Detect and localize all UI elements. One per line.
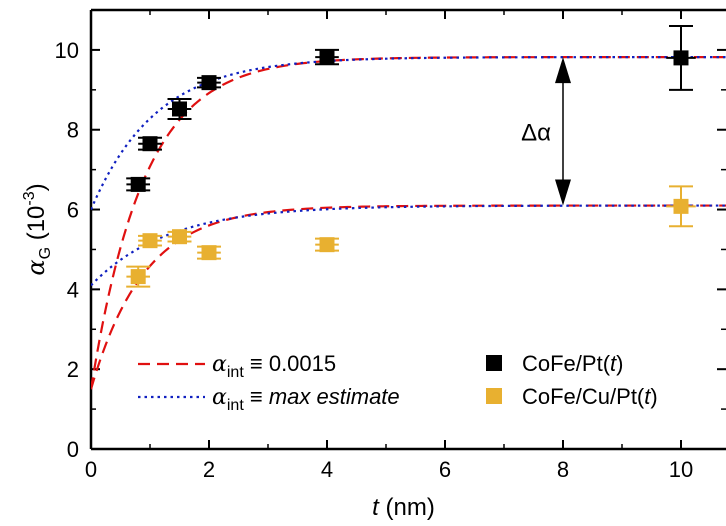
delta-alpha-annotation: Δα	[521, 57, 571, 206]
y-tick-label: 6	[67, 198, 79, 223]
y-tick-label: 2	[67, 357, 79, 382]
series-legend-label: CoFe/Pt(t)	[522, 351, 623, 376]
x-tick-label: 8	[557, 457, 569, 482]
x-axis-label: t (nm)	[372, 494, 435, 521]
annotation-label: Δα	[521, 119, 551, 146]
fit-legend-label: αint ≡ 0.0015	[212, 351, 336, 381]
fit-curve-1	[91, 56, 726, 210]
series-0	[126, 24, 696, 192]
marker-square	[319, 237, 335, 253]
x-tick-label: 2	[203, 457, 215, 482]
data-point	[315, 237, 339, 253]
marker-square	[172, 101, 187, 117]
series-legend-swatch	[486, 355, 502, 371]
x-tick-label: 6	[439, 457, 451, 482]
axes: 0 2 4 6 8 10 0 2 4 6 8 10 t (nm) αG (10-3)	[21, 8, 726, 521]
y-tick-label: 8	[67, 118, 79, 143]
fit-legend-entry-0: αint ≡ 0.0015	[138, 351, 336, 381]
data-points	[126, 24, 696, 288]
fit-curve-0	[91, 55, 726, 390]
annotation-arrow-head-up	[555, 57, 571, 84]
fit-legend-label: αint ≡ max estimate	[212, 384, 400, 414]
data-point	[167, 97, 192, 120]
data-point	[315, 48, 339, 66]
y-tick-label: 0	[67, 437, 79, 462]
series-legend-label: CoFe/Cu/Pt(t)	[522, 384, 658, 409]
x-tick-label: 10	[669, 457, 693, 482]
series-1	[126, 185, 696, 288]
marker-square	[130, 269, 146, 285]
marker-square	[673, 198, 689, 214]
data-point	[138, 233, 162, 249]
data-point	[666, 24, 696, 91]
y-tick-label: 4	[67, 277, 79, 302]
marker-square	[142, 233, 158, 249]
data-point	[167, 229, 192, 245]
marker-square	[319, 49, 335, 65]
x-tick-label: 0	[85, 457, 97, 482]
annotation-arrow-head-down	[555, 179, 571, 206]
data-point	[666, 185, 696, 228]
fit-curve-3	[91, 204, 726, 287]
marker-square	[201, 75, 217, 91]
fit-curves	[91, 55, 726, 390]
data-point	[197, 75, 221, 91]
marker-square	[201, 245, 217, 261]
data-point	[126, 265, 151, 288]
series-legend-entry-0: CoFe/Pt(t)	[486, 351, 623, 376]
series-legend-swatch	[486, 388, 502, 404]
x-tick-label: 4	[321, 457, 333, 482]
data-point	[126, 176, 151, 192]
marker-square	[130, 176, 146, 192]
marker-square	[142, 136, 158, 152]
data-point	[197, 245, 221, 261]
series-legend-entry-1: CoFe/Cu/Pt(t)	[486, 384, 658, 409]
y-tick-label: 10	[55, 38, 79, 63]
fit-legend-entry-1: αint ≡ max estimate	[138, 384, 400, 414]
marker-square	[172, 229, 187, 245]
data-point	[138, 136, 162, 152]
marker-square	[673, 50, 689, 66]
y-axis-label: αG (10-3)	[21, 183, 54, 275]
